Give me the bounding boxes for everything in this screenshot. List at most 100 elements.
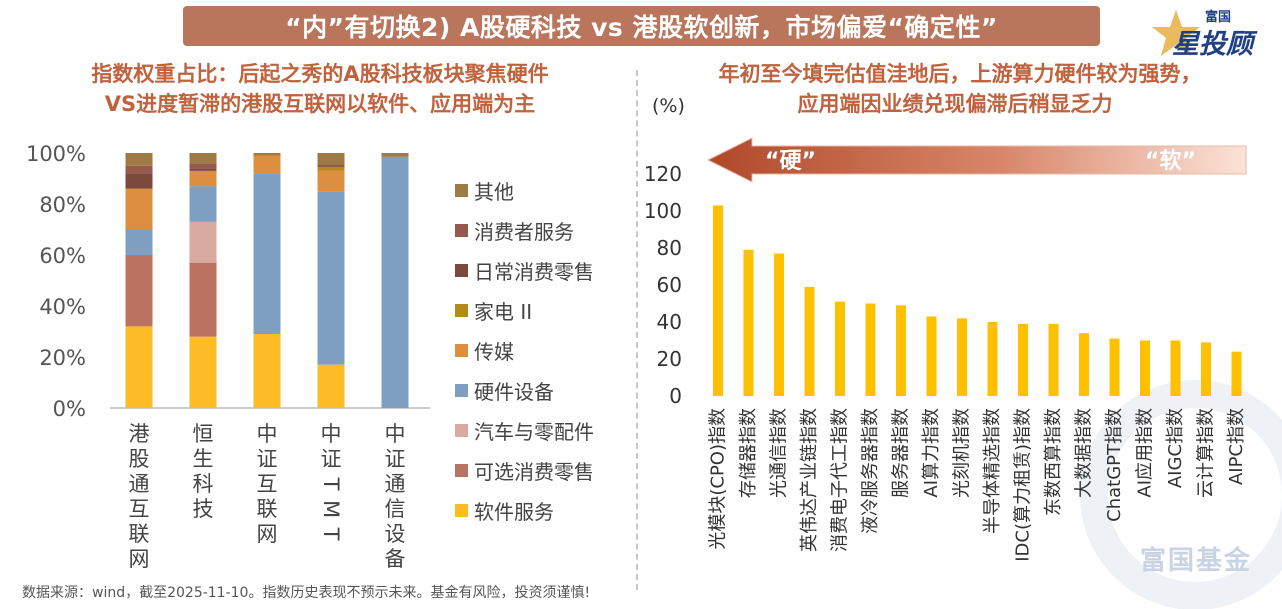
- x-category-label-char: 中: [257, 422, 278, 446]
- logo-brand-text: 星投顾: [1172, 29, 1253, 60]
- stacked-bar-segment: [125, 255, 153, 327]
- stacked-bar-segment: [189, 170, 217, 187]
- legend-swatch: [455, 423, 468, 437]
- stacked-bar-segment: [317, 167, 345, 171]
- x-category-label-char: 互: [257, 472, 278, 496]
- x-category-label: ChatGPT指数: [1104, 408, 1125, 522]
- stacked-bar-segment: [253, 334, 281, 408]
- stacked-bar-segment: [317, 170, 345, 192]
- stacked-weight-chart: 0%20%40%60%80%100%港股通互联网恒生科技中证互联网中证TMT中证…: [26, 142, 430, 571]
- stacked-bar-segment: [381, 153, 409, 157]
- left-chart-title-line1: 指数权重占比：后起之秀的A股科技板块聚焦硬件: [91, 62, 549, 86]
- legend-label: 软件服务: [474, 499, 554, 524]
- watermark-text: 富国基金: [1140, 546, 1253, 576]
- x-category-label-char: 股: [129, 447, 150, 471]
- stacked-bar-segment: [253, 173, 281, 335]
- x-category-label: 英伟达产业链指数: [799, 408, 820, 552]
- stacked-bar-segment: [189, 221, 217, 263]
- return-bar: [896, 305, 906, 396]
- legend-item: 软件服务: [455, 498, 554, 524]
- return-bar: [774, 253, 784, 396]
- x-category-label-char: 通: [385, 472, 406, 496]
- legend-swatch: [455, 383, 468, 397]
- x-category-label-char: M: [319, 500, 343, 518]
- logo-small-text: 富国: [1205, 10, 1232, 25]
- x-category-label: 大数据指数: [1074, 408, 1095, 498]
- star-logo-icon: [1152, 10, 1200, 56]
- x-category-label: IDC(算力租赁)指数: [1013, 408, 1034, 562]
- stacked-bar-segment: [317, 153, 345, 165]
- source-note: 数据来源：wind，截至2025-11-10。指数历史表现不预示未来。基金有风险…: [22, 585, 591, 601]
- return-bar: [926, 316, 937, 396]
- x-category-label: 消费电子代工指数: [830, 408, 851, 552]
- stacked-bar-segment: [381, 156, 409, 408]
- x-category-label: 光通信指数: [769, 408, 790, 498]
- x-category-label-char: 备: [385, 547, 406, 571]
- x-category-label: 服务器指数: [891, 408, 912, 498]
- x-category-label: AI算力指数: [921, 408, 942, 498]
- panel-divider: [636, 70, 638, 590]
- x-category-label-char: 联: [129, 522, 150, 546]
- stacked-bar-segment: [125, 165, 153, 174]
- x-category-label: 半导体精选指数: [982, 408, 1003, 534]
- legend-item: 其他: [455, 178, 514, 204]
- stacked-bar-segment: [189, 153, 217, 164]
- legend-label: 消费者服务: [474, 219, 574, 244]
- stacked-bar-segment: [253, 155, 281, 174]
- legend-label: 硬件设备: [474, 379, 554, 404]
- right-chart-title-line2: 应用端因业绩兑现偏滞后稍显乏力: [797, 92, 1113, 116]
- y-tick-label: 0: [669, 384, 682, 408]
- x-category-label: 光模块(CPO)指数: [708, 408, 729, 550]
- return-bar: [743, 249, 754, 396]
- legend-label: 可选消费零售: [474, 459, 594, 484]
- return-bar: [1231, 351, 1242, 396]
- stacked-bar-segment: [125, 326, 153, 408]
- x-category-label-char: 证: [257, 447, 278, 471]
- legend-swatch: [455, 503, 468, 517]
- legend-swatch: [455, 223, 468, 237]
- stacked-bar-segment: [125, 229, 153, 255]
- y-tick-label: 80: [657, 236, 682, 260]
- x-category-label: 云计算指数: [1196, 408, 1217, 498]
- x-category-label-char: 港: [129, 422, 150, 446]
- legend-item: 日常消费零售: [455, 258, 594, 284]
- return-bar: [1109, 338, 1120, 396]
- return-bar: [1201, 342, 1211, 396]
- x-category-label-char: 技: [193, 497, 214, 521]
- return-bar: [1018, 323, 1028, 396]
- legend-item: 传媒: [455, 338, 514, 364]
- legend-swatch: [455, 263, 468, 277]
- legend-item: 硬件设备: [455, 378, 554, 404]
- legend-label: 传媒: [474, 339, 514, 364]
- x-category-label-char: 通: [129, 472, 150, 496]
- stacked-bar-segment: [317, 191, 345, 365]
- y-tick-label: 40: [657, 310, 682, 334]
- y-tick-label: 60%: [39, 244, 86, 268]
- x-category-label-char: 恒: [193, 422, 214, 446]
- x-category-label-char: 科: [193, 472, 214, 496]
- stacked-bar-segment: [317, 364, 345, 408]
- x-category-label-char: 网: [129, 547, 150, 571]
- return-bar: [713, 205, 723, 396]
- legend-swatch: [455, 343, 468, 357]
- y-tick-label: 120: [644, 162, 682, 186]
- x-category-label-char: T: [319, 477, 343, 491]
- left-chart-title-line2: VS进度暂滞的港股互联网以软件、应用端为主: [104, 92, 536, 116]
- legend-swatch: [455, 183, 468, 197]
- legend-swatch: [455, 463, 468, 477]
- stacked-bar-segment: [189, 163, 217, 169]
- arrow-label-hard: “硬”: [765, 149, 816, 174]
- page-title: “内”有切换2) A股硬科技 vs 港股软创新，市场偏爱“确定性”: [183, 6, 1100, 46]
- x-category-label: 液冷服务器指数: [860, 408, 881, 534]
- return-bar: [957, 318, 967, 396]
- return-bar: [1079, 333, 1089, 396]
- stacked-bar-segment: [317, 164, 345, 168]
- stacked-bar-segment: [125, 173, 153, 189]
- stacked-bar-segment: [125, 153, 153, 166]
- legend-item: 可选消费零售: [455, 458, 594, 484]
- legend-item: 汽车与零配件: [455, 418, 594, 444]
- stacked-bar-segment: [125, 188, 153, 230]
- legend-item: 家电 II: [455, 298, 532, 324]
- y-tick-label: 20: [657, 347, 682, 371]
- return-bar: [1140, 340, 1150, 396]
